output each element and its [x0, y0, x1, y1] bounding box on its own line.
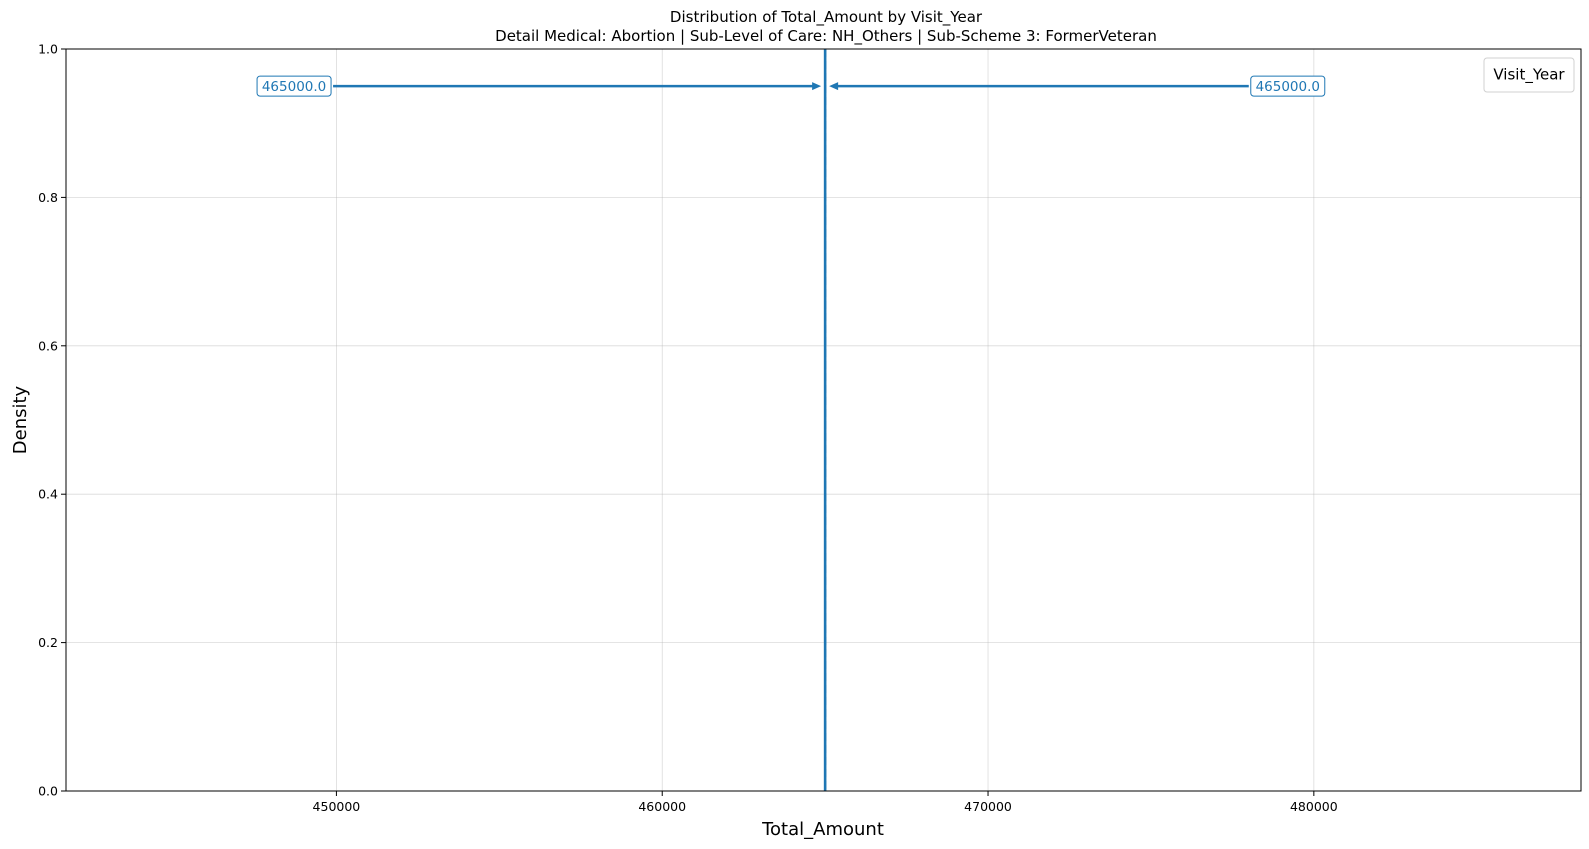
annotation-arrow-head: [829, 82, 839, 91]
x-axis-ticks: 450000 460000 470000 480000: [313, 791, 1338, 814]
chart-subtitle: Detail Medical: Abortion | Sub-Level of …: [495, 27, 1157, 46]
plot-area-frame: [65, 48, 1582, 792]
x-tick-label: 460000: [638, 799, 686, 814]
annotation-label: 465000.0: [262, 79, 326, 95]
y-tick-label: 0.8: [38, 190, 58, 205]
y-tick-label: 0.6: [38, 338, 58, 353]
y-tick-label: 0.2: [38, 635, 58, 650]
legend-title: Visit_Year: [1493, 66, 1565, 85]
annotation-label: 465000.0: [1256, 79, 1320, 95]
x-tick-label: 470000: [964, 799, 1012, 814]
y-axis-ticks: 0.0 0.2 0.4 0.6 0.8 1.0: [38, 42, 66, 799]
chart-title: Distribution of Total_Amount by Visit_Ye…: [670, 8, 983, 27]
x-tick-label: 450000: [313, 799, 361, 814]
annotation-arrow-head: [812, 82, 822, 91]
x-axis-label: Total_Amount: [761, 819, 884, 840]
y-tick-label: 1.0: [38, 42, 58, 57]
annotation-box: [256, 75, 332, 97]
annotation-box: [1250, 75, 1326, 97]
y-tick-label: 0.0: [38, 784, 58, 799]
y-axis-label: Density: [10, 385, 31, 454]
legend: Visit_Year: [1483, 57, 1575, 93]
y-tick-label: 0.4: [38, 487, 58, 502]
legend-box: [1483, 57, 1575, 93]
annotations: 465000.0 465000.0: [256, 75, 1326, 97]
x-tick-label: 480000: [1290, 799, 1338, 814]
